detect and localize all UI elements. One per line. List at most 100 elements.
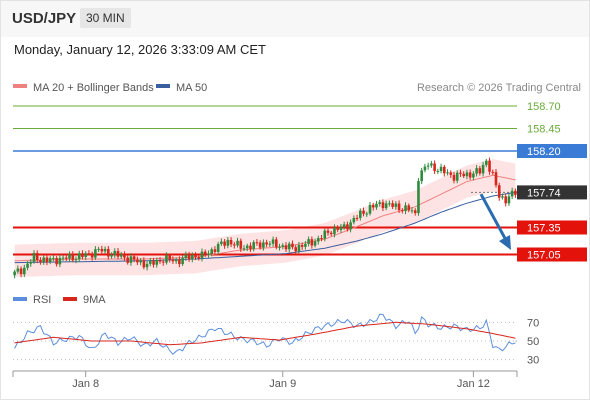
credit-text: Research © 2026 Trading Central bbox=[417, 82, 581, 94]
candle-body bbox=[446, 172, 449, 174]
candle-body bbox=[216, 244, 220, 252]
candle-body bbox=[378, 202, 381, 204]
resistance-label: 158.70 bbox=[527, 101, 561, 113]
ma50-line bbox=[14, 191, 516, 264]
candle-body bbox=[481, 164, 485, 174]
candle-body bbox=[19, 268, 23, 275]
pivot-tag bbox=[517, 144, 587, 158]
candle-body bbox=[32, 252, 36, 262]
candle-body bbox=[174, 259, 178, 262]
candle-body bbox=[375, 203, 378, 208]
candle-body bbox=[168, 255, 171, 260]
candle-body bbox=[472, 173, 475, 178]
candle-body bbox=[514, 190, 517, 195]
candle-body bbox=[507, 196, 511, 204]
candle-body bbox=[488, 160, 491, 172]
candle-body bbox=[365, 213, 369, 215]
candle-body bbox=[229, 239, 233, 245]
candle-body bbox=[336, 227, 339, 230]
candle-body bbox=[423, 166, 427, 171]
current-price-tag bbox=[517, 185, 587, 200]
candle-body bbox=[452, 174, 456, 181]
candle-body bbox=[165, 255, 168, 263]
rsi-ma-legend-label: 9MA bbox=[83, 294, 106, 306]
candle-body bbox=[271, 239, 275, 244]
candle-body bbox=[113, 250, 117, 256]
candle-body bbox=[510, 190, 514, 197]
candle-body bbox=[158, 260, 162, 262]
candle-body bbox=[97, 248, 100, 250]
candle-body bbox=[326, 230, 330, 233]
candle-body bbox=[485, 160, 488, 165]
candle-body bbox=[155, 260, 159, 265]
rsi-plot: 70 50 30 bbox=[13, 313, 539, 367]
candle-body bbox=[126, 257, 129, 263]
forecast-arrow-head bbox=[499, 235, 511, 250]
candle-body bbox=[203, 251, 207, 255]
candle-body bbox=[136, 259, 139, 263]
candle-body bbox=[119, 254, 123, 257]
candle-body bbox=[394, 203, 398, 207]
candle-body bbox=[287, 243, 291, 250]
candle-body bbox=[200, 251, 204, 259]
candle-body bbox=[110, 255, 113, 257]
candle-body bbox=[339, 226, 343, 230]
candle-body bbox=[268, 243, 272, 245]
candle-body bbox=[459, 172, 462, 174]
candle-body bbox=[65, 257, 68, 259]
candle-body bbox=[307, 239, 310, 244]
candle-body bbox=[13, 271, 16, 276]
candle-body bbox=[355, 217, 359, 219]
timeframe-badge[interactable]: 30 MIN bbox=[80, 8, 131, 28]
candle-body bbox=[426, 165, 430, 167]
candle-body bbox=[391, 203, 394, 207]
candle-body bbox=[362, 210, 365, 214]
candle-body bbox=[29, 261, 33, 264]
candle-body bbox=[262, 242, 265, 248]
candle-body bbox=[42, 257, 45, 263]
candle-body bbox=[465, 172, 469, 177]
candle-body bbox=[278, 246, 281, 248]
candle-body bbox=[16, 268, 20, 272]
candle-body bbox=[23, 267, 26, 275]
bollinger-band bbox=[14, 159, 516, 277]
candle-body bbox=[90, 253, 94, 258]
candle-body bbox=[226, 239, 230, 246]
x-axis: Jan 8 Jan 9 Jan 12 bbox=[12, 370, 518, 390]
rsi-tick-label: 70 bbox=[527, 317, 539, 329]
candle-body bbox=[294, 247, 297, 252]
candle-body bbox=[48, 258, 52, 263]
candle-body bbox=[45, 257, 49, 263]
candle-body bbox=[494, 172, 498, 186]
candle-body bbox=[310, 239, 314, 246]
candle-body bbox=[388, 203, 391, 205]
candle-body bbox=[123, 254, 126, 258]
candle-body bbox=[55, 258, 58, 265]
rsi-ma-legend-swatch bbox=[63, 297, 77, 301]
candle-body bbox=[443, 166, 446, 174]
candle-body bbox=[417, 181, 420, 214]
candle-body bbox=[275, 239, 278, 248]
candle-body bbox=[265, 242, 268, 245]
candle-body bbox=[368, 204, 372, 214]
candle-body bbox=[242, 248, 246, 250]
candle-body bbox=[252, 242, 255, 250]
candle-body bbox=[478, 168, 482, 174]
candle-body bbox=[84, 253, 87, 258]
candle-body bbox=[371, 204, 375, 208]
candle-body bbox=[455, 172, 459, 181]
candle-body bbox=[107, 248, 110, 257]
candle-body bbox=[223, 241, 226, 246]
candle-body bbox=[433, 163, 436, 172]
x-tick-label: Jan 8 bbox=[72, 378, 99, 390]
candle-body bbox=[178, 259, 181, 265]
resistance-label: 158.45 bbox=[527, 124, 561, 136]
candle-body bbox=[26, 263, 29, 268]
candle-body bbox=[504, 196, 507, 204]
candle-body bbox=[291, 243, 294, 248]
rsi-tick-label: 50 bbox=[527, 336, 539, 348]
candle-body bbox=[129, 256, 133, 263]
rsi-legend-swatch bbox=[13, 297, 27, 301]
candle-body bbox=[346, 224, 349, 230]
